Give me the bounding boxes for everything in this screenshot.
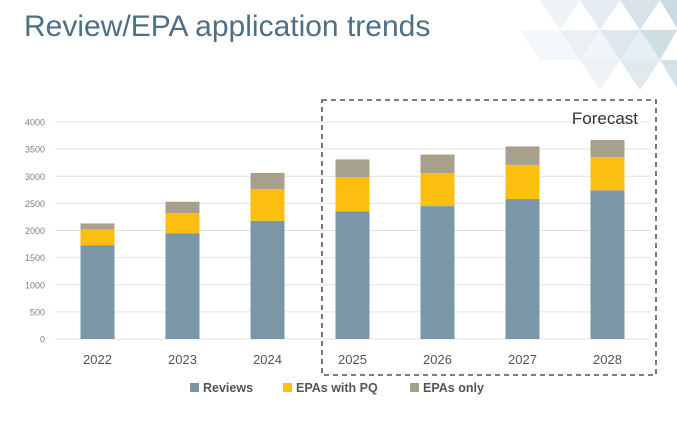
- decor-triangle: [620, 60, 660, 90]
- legend-label: EPAs with PQ: [296, 381, 378, 395]
- y-tick-label: 500: [30, 307, 45, 317]
- legend: Reviews EPAs with PQ EPAs only: [190, 381, 484, 395]
- legend-item: EPAs only: [410, 381, 484, 395]
- bar-segment-epas-with-pq: [505, 164, 540, 200]
- legend-swatch: [190, 383, 199, 392]
- y-tick-label: 3000: [25, 172, 45, 182]
- decor-triangle: [620, 0, 660, 30]
- y-tick-label: 3500: [25, 145, 45, 155]
- bar-segment-epas-with-pq: [250, 189, 285, 221]
- legend-label: EPAs only: [423, 381, 484, 395]
- bar-segment-reviews: [165, 233, 200, 339]
- y-tick-label: 2500: [25, 199, 45, 209]
- legend-label: Reviews: [203, 381, 253, 395]
- decor-triangle: [560, 30, 600, 60]
- bar-segment-epas-only: [335, 159, 370, 178]
- x-tick-label: 2025: [338, 352, 367, 367]
- bar-segment-epas-only: [250, 172, 285, 190]
- bar-segment-epas-with-pq: [80, 229, 115, 246]
- decor-triangle: [580, 30, 620, 60]
- x-tick-label: 2028: [593, 352, 622, 367]
- bar-segment-epas-only: [505, 146, 540, 165]
- page-title: Review/EPA application trends: [24, 10, 431, 43]
- decor-triangle: [580, 0, 620, 30]
- bar-segment-reviews: [80, 245, 115, 339]
- decor-triangle: [620, 30, 660, 60]
- x-tick-label: 2027: [508, 352, 537, 367]
- x-tick-label: 2022: [83, 352, 112, 367]
- bar-segment-reviews: [420, 206, 455, 339]
- legend-swatch: [283, 383, 292, 392]
- bar-segment-epas-only: [165, 201, 200, 214]
- x-tick-label: 2024: [253, 352, 282, 367]
- legend-swatch: [410, 383, 419, 392]
- x-tick-label: 2026: [423, 352, 452, 367]
- bar-segment-reviews: [505, 199, 540, 339]
- forecast-box: [321, 99, 657, 376]
- bar-segment-epas-with-pq: [335, 177, 370, 212]
- bar-segment-reviews: [590, 190, 625, 339]
- bars: [80, 139, 625, 339]
- decor-triangle: [540, 0, 580, 30]
- y-tick-label: 0: [40, 335, 45, 345]
- y-tick-label: 2000: [25, 226, 45, 236]
- legend-item: Reviews: [190, 381, 253, 395]
- y-tick-label: 4000: [25, 118, 45, 128]
- bar-segment-epas-with-pq: [420, 172, 455, 207]
- bar-segment-reviews: [335, 211, 370, 339]
- bar-segment-epas-only: [590, 139, 625, 158]
- forecast-label: Forecast: [572, 109, 638, 128]
- decor-triangle: [640, 30, 677, 60]
- decor-triangle: [660, 0, 677, 28]
- y-tick-label: 1000: [25, 280, 45, 290]
- decor-triangle: [600, 30, 640, 60]
- decor-triangle: [580, 60, 620, 90]
- bar-segment-reviews: [250, 220, 285, 339]
- decor-triangle: [660, 60, 677, 88]
- bar-segment-epas-with-pq: [165, 213, 200, 234]
- x-tick-label: 2023: [168, 352, 197, 367]
- y-tick-label: 1500: [25, 253, 45, 263]
- bar-segment-epas-only: [420, 154, 455, 173]
- x-axis-tick-labels: 2022 2023 2024 2025 2026 2027 2028: [83, 352, 622, 367]
- decor-triangle: [520, 30, 560, 60]
- y-axis-tick-labels: 0 500 1000 1500 2000 2500 3000 3500 4000: [25, 118, 45, 345]
- bar-segment-epas-only: [80, 223, 115, 230]
- bar-segment-epas-with-pq: [590, 157, 625, 191]
- legend-item: EPAs with PQ: [283, 381, 378, 395]
- decor-triangle: [540, 30, 580, 60]
